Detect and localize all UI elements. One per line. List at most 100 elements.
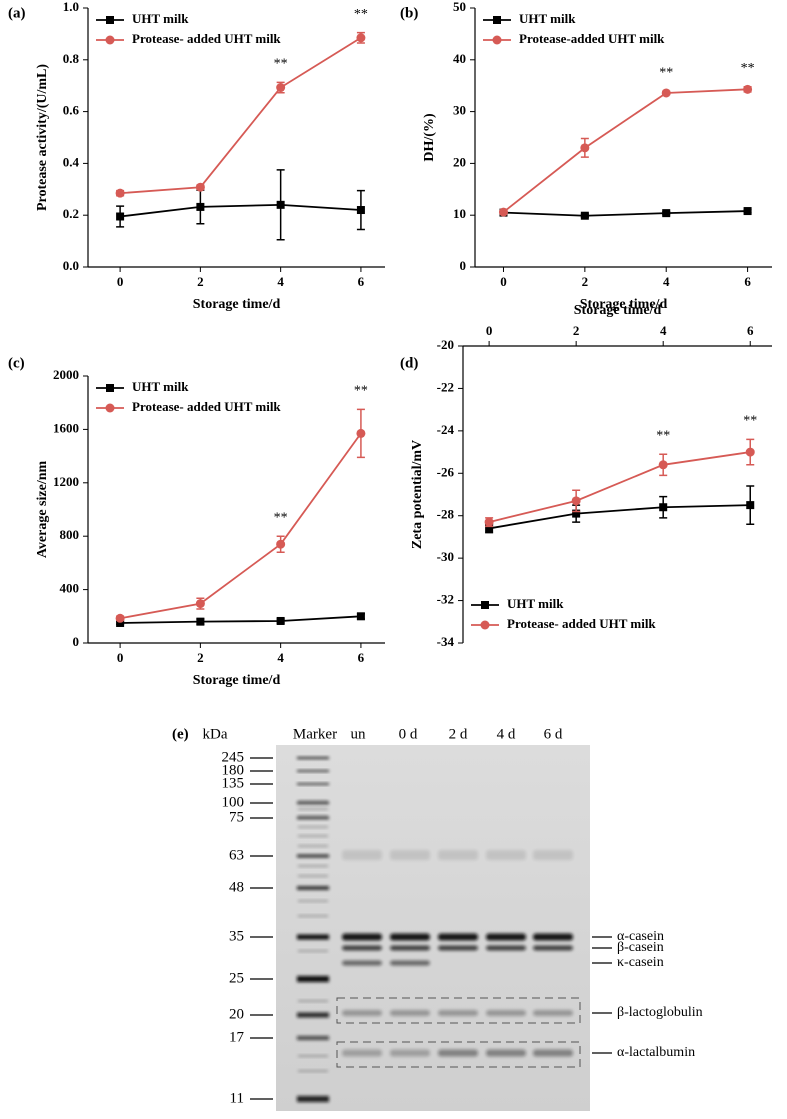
y-tick-label: 1600 xyxy=(53,420,79,435)
gel-band xyxy=(298,865,328,867)
gel-band xyxy=(298,800,328,802)
x-tick-label: 6 xyxy=(744,274,751,289)
gel-band xyxy=(533,850,573,860)
gel-band xyxy=(533,1010,573,1016)
x-axis-title: Storage time/d xyxy=(193,297,281,312)
marker xyxy=(356,428,366,438)
gel-band xyxy=(297,783,329,785)
gel-band xyxy=(298,1055,328,1057)
x-tick-label: 0 xyxy=(500,274,507,289)
annotation: ** xyxy=(659,66,673,81)
legend-label: UHT milk xyxy=(132,379,189,394)
panel-label: (a) xyxy=(8,5,26,21)
protein-label: α-casein xyxy=(617,929,664,944)
gel-band xyxy=(342,1049,382,1057)
protein-label: κ-casein xyxy=(617,955,664,970)
marker xyxy=(572,509,581,518)
gel-band xyxy=(297,1096,329,1102)
marker xyxy=(115,613,125,623)
marker-size-label: 35 xyxy=(229,928,244,944)
gel-band xyxy=(297,801,329,805)
x-tick-label: 2 xyxy=(197,274,204,289)
gel-band xyxy=(342,933,382,941)
annotation: ** xyxy=(354,384,368,399)
gel-band xyxy=(298,915,328,917)
legend-label: Protease- added UHT milk xyxy=(132,399,281,414)
marker xyxy=(115,188,125,198)
y-tick-label: -20 xyxy=(437,337,454,352)
marker xyxy=(658,460,668,470)
y-axis-title: Zeta potential/mV xyxy=(410,440,425,549)
y-axis-title: DH/(%) xyxy=(422,113,437,162)
y-tick-label: 400 xyxy=(60,581,80,596)
marker xyxy=(106,16,114,24)
legend-label: Protease- added UHT milk xyxy=(132,31,281,46)
legend-label: UHT milk xyxy=(507,596,564,611)
panel-label: (d) xyxy=(400,355,418,371)
marker-size-label: 75 xyxy=(229,809,244,825)
gel-band xyxy=(297,934,329,940)
annotation: ** xyxy=(741,61,755,76)
legend-label: UHT milk xyxy=(132,11,189,26)
y-tick-label: 10 xyxy=(453,206,466,221)
protein-label: β-lactoglobulin xyxy=(617,1005,703,1020)
marker xyxy=(498,207,508,217)
series-line xyxy=(120,203,361,218)
gel-band xyxy=(390,1010,430,1016)
x-tick-label: 4 xyxy=(660,323,667,338)
x-tick-label: 4 xyxy=(663,274,670,289)
y-tick-label: 20 xyxy=(453,154,466,169)
gel-band xyxy=(298,808,328,810)
y-tick-label: -30 xyxy=(437,549,454,564)
marker xyxy=(746,501,755,510)
gel-band xyxy=(297,770,329,772)
gel-band xyxy=(298,1070,328,1072)
annotation: ** xyxy=(743,414,757,429)
x-tick-label: 0 xyxy=(486,323,493,338)
gel-band xyxy=(298,845,328,847)
gel-band xyxy=(486,1010,526,1016)
gel-band xyxy=(486,933,526,941)
marker-size-label: 17 xyxy=(229,1029,245,1045)
x-tick-label: 6 xyxy=(747,323,754,338)
y-tick-label: 0.6 xyxy=(63,103,80,118)
annotation: ** xyxy=(274,57,288,72)
gel-band xyxy=(390,960,430,966)
marker-size-label: 48 xyxy=(229,879,244,895)
x-tick-label: 0 xyxy=(117,650,124,665)
gel-band xyxy=(297,854,329,858)
marker xyxy=(580,211,589,220)
x-tick-label: 6 xyxy=(358,274,365,289)
marker xyxy=(106,384,114,392)
gel-band xyxy=(533,945,573,951)
x-tick-label: 2 xyxy=(582,274,589,289)
gel-band xyxy=(298,875,328,877)
marker xyxy=(356,612,365,621)
gel-band xyxy=(297,976,329,982)
x-axis-title: Storage time/d xyxy=(193,673,281,688)
gel-band xyxy=(298,835,328,837)
gel-band xyxy=(390,933,430,941)
marker-size-label: 63 xyxy=(229,847,244,863)
x-tick-label: 2 xyxy=(573,323,580,338)
marker-size-label: 245 xyxy=(222,749,245,765)
marker xyxy=(743,84,753,94)
y-tick-label: 40 xyxy=(453,51,466,66)
unit-label: kDa xyxy=(203,726,228,742)
gel-band xyxy=(298,900,328,902)
marker-size-label: 135 xyxy=(222,775,245,791)
y-tick-label: 0 xyxy=(460,258,467,273)
marker xyxy=(571,496,581,506)
marker-size-label: 180 xyxy=(222,762,245,778)
gel-band xyxy=(438,1049,478,1057)
marker xyxy=(196,202,205,211)
x-tick-label: 4 xyxy=(277,650,284,665)
y-tick-label: -34 xyxy=(437,634,455,649)
x-tick-label: 2 xyxy=(197,650,204,665)
gel-band xyxy=(390,945,430,951)
marker xyxy=(195,182,205,192)
dashed-box xyxy=(336,1041,581,1068)
marker xyxy=(480,620,490,630)
gel-band xyxy=(390,850,430,860)
